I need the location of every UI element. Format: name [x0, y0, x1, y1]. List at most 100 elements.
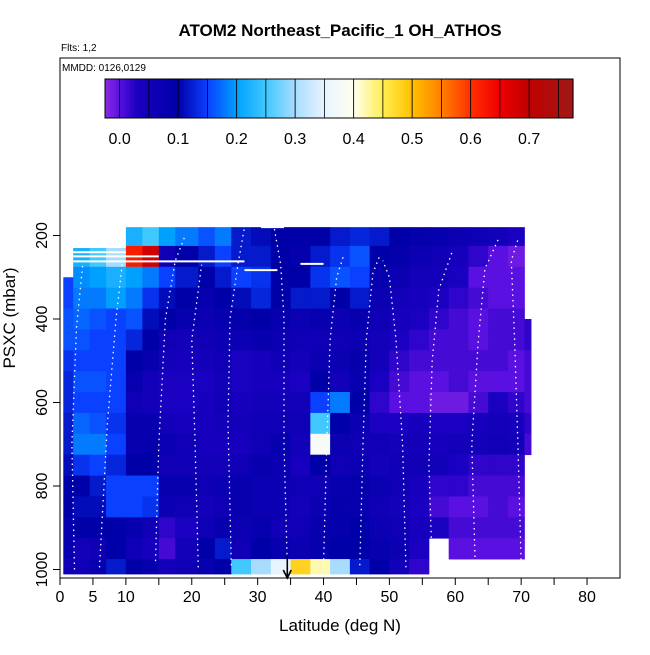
- colorbar-segment: [213, 79, 217, 118]
- heatmap-cell: [231, 392, 252, 414]
- heatmap-cell: [290, 371, 311, 393]
- colorbar-segment: [344, 79, 349, 118]
- x-tick-label: 60: [446, 589, 464, 606]
- colorbar-segment: [403, 79, 407, 118]
- heatmap-cell: [468, 308, 489, 330]
- heatmap-cell: [507, 454, 525, 476]
- heatmap-cell: [448, 266, 469, 289]
- profile-dotted-line: [191, 264, 203, 568]
- heatmap-cell: [142, 329, 160, 351]
- colorbar-segment: [412, 79, 416, 118]
- colorbar-segment: [461, 79, 466, 118]
- colorbar-segment: [251, 79, 255, 118]
- heatmap-cell: [251, 308, 272, 330]
- heatmap-cell: [369, 517, 390, 539]
- heatmap-cell: [389, 371, 410, 393]
- colorbar-segment: [464, 79, 469, 118]
- colorbar-tick-label: 0.2: [226, 131, 248, 148]
- heatmap-cell: [158, 287, 176, 309]
- colorbar-segment: [236, 79, 241, 118]
- heatmap-cell: [125, 433, 143, 456]
- heatmap-cell: [507, 266, 525, 289]
- heatmap-cell: [349, 287, 371, 309]
- heatmap-cell: [198, 496, 216, 518]
- colorbar-segment: [268, 79, 273, 118]
- heatmap-cell: [389, 308, 410, 330]
- colorbar-segment: [298, 79, 302, 118]
- heatmap-cell: [389, 350, 410, 372]
- heatmap-cell: [73, 350, 91, 372]
- heatmap-cell: [369, 350, 390, 372]
- heatmap-cell: [524, 412, 532, 435]
- colorbar-segment: [546, 79, 551, 118]
- colorbar-segment: [555, 79, 559, 118]
- heatmap-cell: [158, 538, 176, 560]
- colorbar-segment: [195, 79, 200, 118]
- heatmap-cell: [369, 538, 390, 560]
- heatmap-cell: [290, 454, 311, 476]
- heatmap-cell: [290, 475, 311, 497]
- colorbar-segment: [160, 79, 165, 118]
- heatmap-cell: [369, 227, 390, 247]
- heatmap-cell: [89, 433, 107, 456]
- colorbar-segment: [529, 79, 533, 118]
- heatmap-cell: [369, 496, 390, 518]
- heatmap-cell: [290, 538, 311, 560]
- heatmap-cell: [175, 412, 199, 435]
- heatmap-cell: [125, 517, 143, 539]
- heatmap-cell: [349, 266, 371, 289]
- heatmap-cell: [389, 392, 410, 414]
- heatmap-cell: [270, 308, 291, 330]
- heatmap-cell: [251, 245, 272, 268]
- heatmap-cell: [251, 227, 272, 247]
- heatmap-cell: [125, 538, 143, 560]
- heatmap-cell: [125, 371, 143, 393]
- heatmap-cell: [488, 266, 509, 289]
- heatmap-cell: [428, 496, 450, 518]
- colorbar-segment: [532, 79, 536, 118]
- heatmap-cell: [290, 412, 311, 435]
- heatmap-cell: [468, 227, 489, 247]
- colorbar-segment: [543, 79, 548, 118]
- heatmap-cell: [409, 538, 430, 560]
- heatmap-cell: [488, 392, 509, 414]
- heatmap-cell: [125, 350, 143, 372]
- colorbar-segment: [245, 79, 249, 118]
- heatmap-cell: [488, 371, 509, 393]
- colorbar-tick-label: 0.1: [167, 131, 189, 148]
- heatmap-cell: [369, 433, 390, 456]
- heatmap-cell: [448, 308, 469, 330]
- heatmap-cell: [310, 392, 331, 414]
- x-tick-label: 50: [381, 589, 399, 606]
- heatmap-cell: [349, 308, 371, 330]
- heatmap-cell: [488, 496, 509, 518]
- colorbar-segment: [140, 79, 144, 118]
- colorbar-segment: [458, 79, 463, 118]
- colorbar-segment: [113, 79, 118, 118]
- x-axis: 0 5 10 20 30 40 50 60 70 80: [56, 578, 596, 606]
- heatmap-cell: [89, 329, 107, 351]
- colorbar-segment: [382, 79, 387, 118]
- heatmap-cell: [270, 412, 291, 435]
- heatmap-cell: [330, 392, 351, 414]
- heatmap-cell: [270, 392, 291, 414]
- colorbar-segment: [514, 79, 519, 118]
- heatmap-cell: [468, 350, 489, 372]
- colorbar-segment: [292, 79, 296, 118]
- heatmap-cell: [158, 454, 176, 476]
- x-tick-label: 80: [578, 589, 596, 606]
- colorbar-segment: [371, 79, 375, 118]
- colorbar-segment: [385, 79, 390, 118]
- colorbar-segment: [356, 79, 361, 118]
- heatmap-cell: [524, 350, 532, 372]
- heatmap-cell: [448, 350, 469, 372]
- heatmap-cell: [158, 266, 176, 289]
- heatmap-cell: [369, 287, 390, 309]
- heatmap-cell: [349, 454, 371, 476]
- heatmap-cell: [468, 517, 489, 539]
- colorbar-segment: [397, 79, 402, 118]
- heatmap-cell: [63, 538, 74, 560]
- heatmap-cell: [73, 559, 91, 575]
- heatmap-cell: [507, 538, 525, 560]
